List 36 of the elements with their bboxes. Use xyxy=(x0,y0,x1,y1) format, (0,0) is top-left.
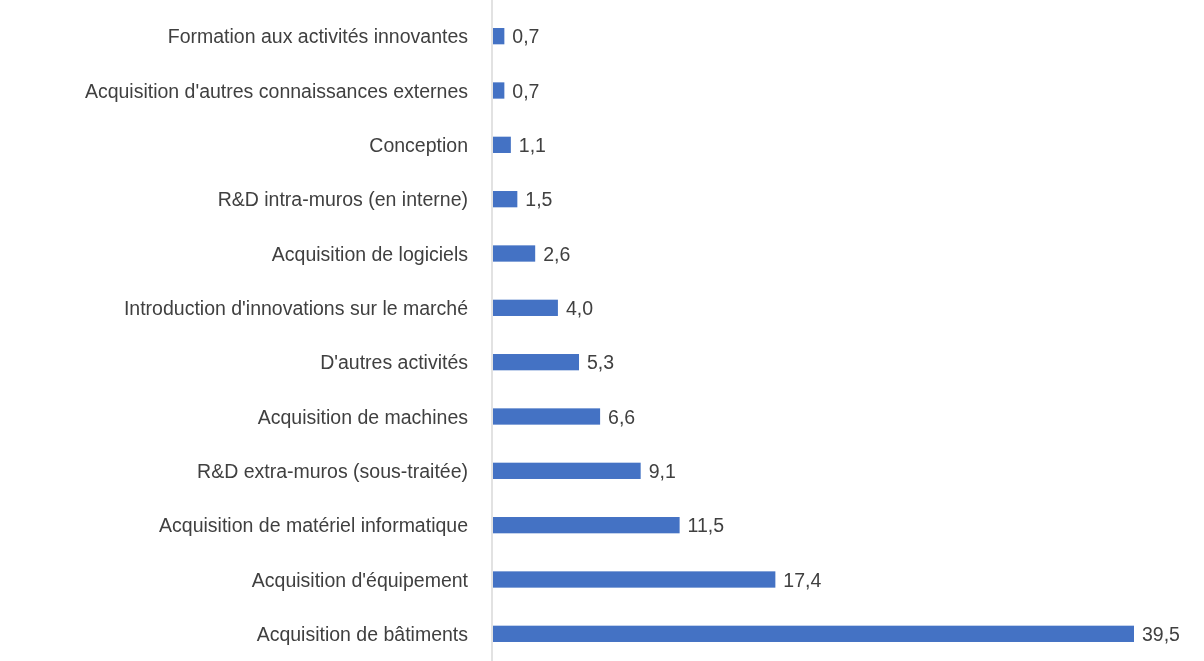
data-label: 9,1 xyxy=(648,459,676,482)
y-tick-label: R&D intra-muros (en interne) xyxy=(217,188,468,211)
y-tick-label: R&D extra-muros (sous-traitée) xyxy=(197,459,468,482)
bar xyxy=(493,191,518,208)
y-tick-label: Formation aux activités innovantes xyxy=(167,25,469,48)
data-label: 2,6 xyxy=(543,242,571,265)
data-label: 4,0 xyxy=(565,296,594,319)
data-label: 1,1 xyxy=(518,133,546,156)
data-label: 0,7 xyxy=(512,25,540,48)
y-tick-label: Acquisition de machines xyxy=(257,405,469,428)
data-label: 11,5 xyxy=(687,514,725,537)
y-tick-label: D'autres activités xyxy=(320,351,469,374)
bar xyxy=(493,408,601,425)
y-tick-label: Conception xyxy=(369,133,468,156)
y-tick-label: Acquisition d'équipement xyxy=(251,568,469,591)
data-label: 5,3 xyxy=(587,351,615,374)
bar xyxy=(493,136,511,153)
bar xyxy=(493,299,558,316)
data-label: 6,6 xyxy=(608,405,636,428)
bar xyxy=(493,571,776,588)
y-tick-label: Acquisition de bâtiments xyxy=(256,622,469,645)
bar xyxy=(493,625,1134,642)
bar xyxy=(493,28,505,45)
data-label: 0,7 xyxy=(512,79,540,102)
data-label: 1,5 xyxy=(525,188,553,211)
bar xyxy=(493,517,680,534)
bar xyxy=(493,82,505,99)
y-tick-label: Acquisition d'autres connaissances externes xyxy=(84,79,469,102)
data-label: 17,4 xyxy=(783,568,822,591)
bar xyxy=(493,462,641,479)
y-tick-label: Acquisition de logiciels xyxy=(271,242,469,265)
bar xyxy=(493,354,580,371)
data-label: 39,5 xyxy=(1142,622,1181,645)
y-tick-label: Introduction d'innovations sur le marché xyxy=(123,296,468,319)
y-tick-label: Acquisition de matériel informatique xyxy=(159,514,468,537)
bar xyxy=(493,245,536,262)
